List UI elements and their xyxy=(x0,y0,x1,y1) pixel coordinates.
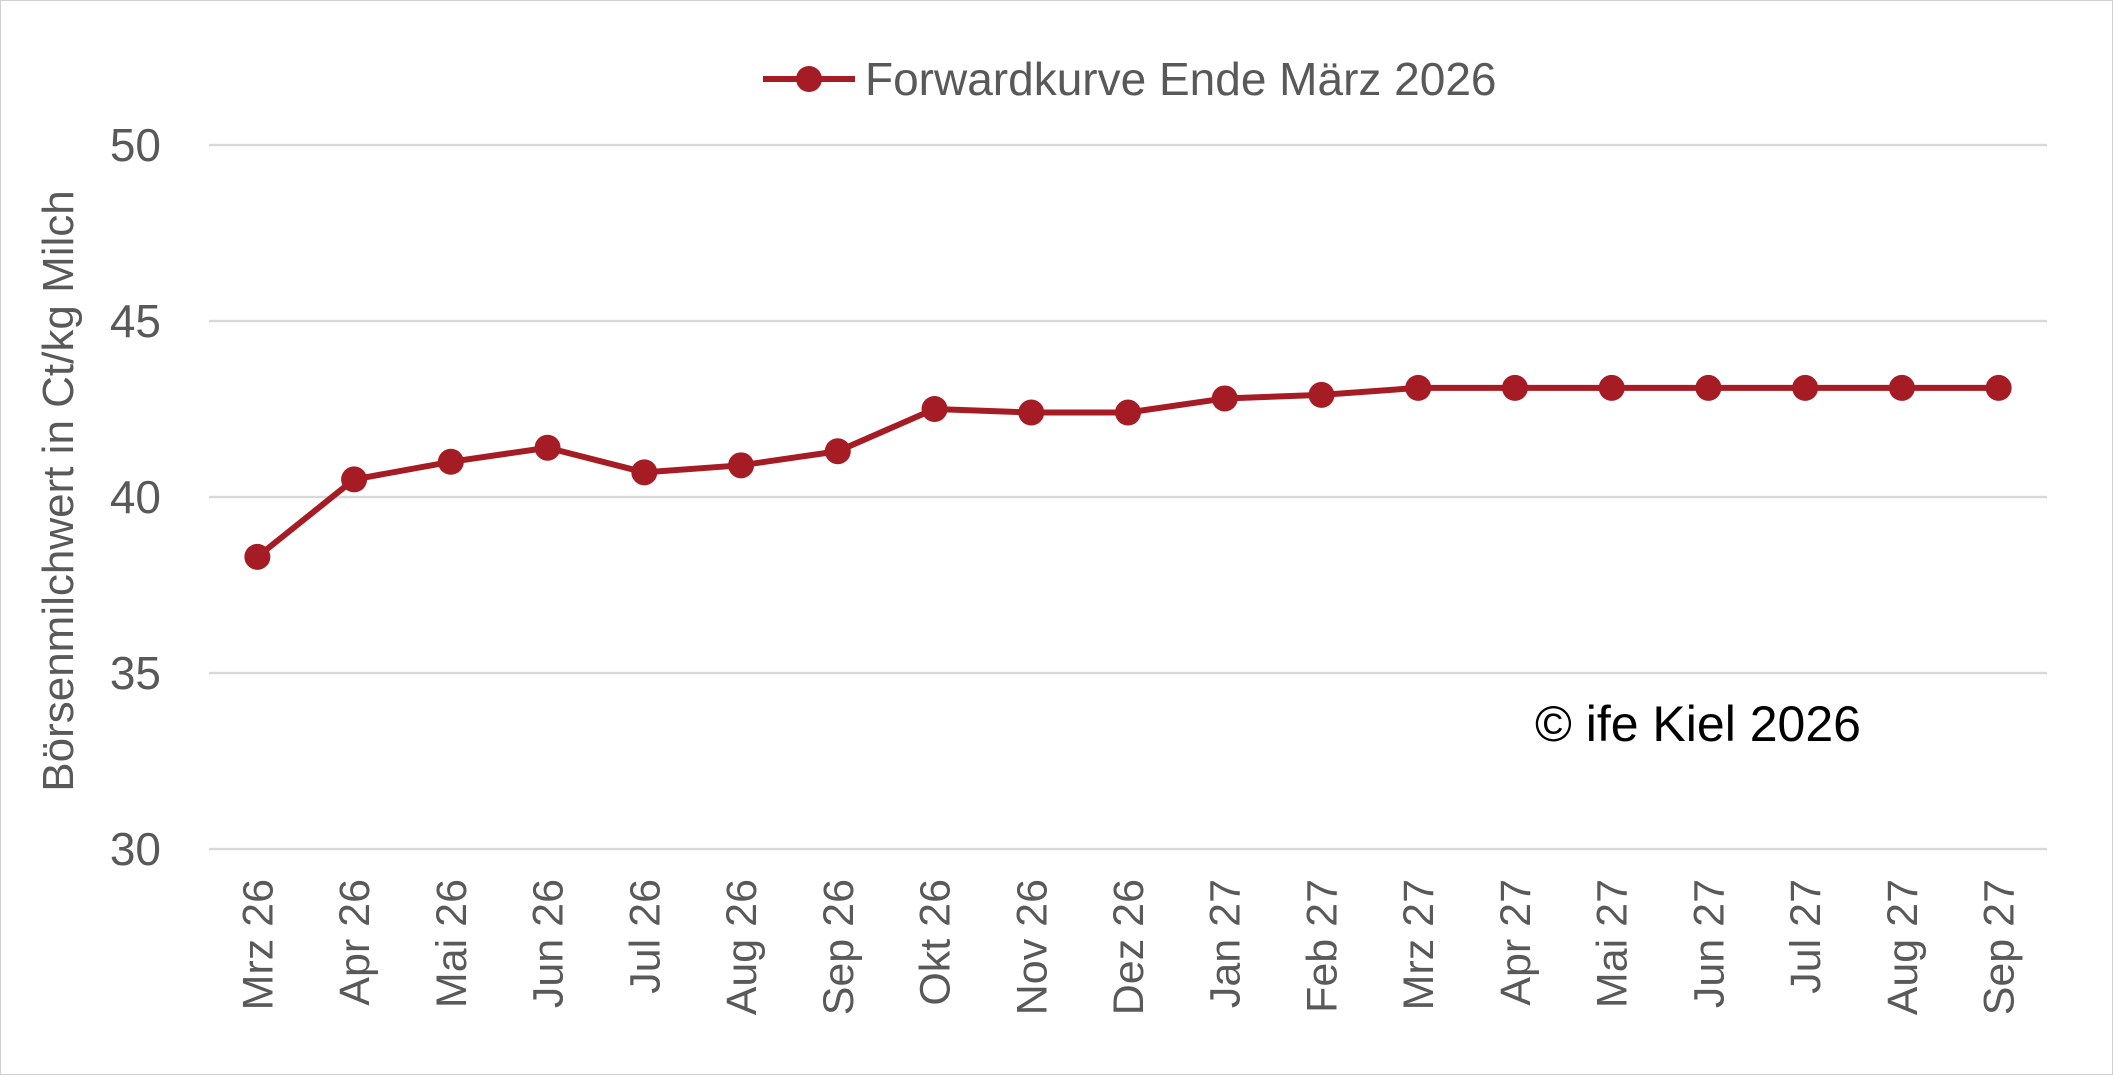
data-point xyxy=(1405,374,1432,401)
legend: Forwardkurve Ende März 2026 xyxy=(763,53,1497,105)
x-tick-label: Jan 27 xyxy=(1202,879,1250,1008)
legend-dot-marker xyxy=(796,66,822,92)
data-point xyxy=(1018,399,1045,426)
x-tick-label: Aug 27 xyxy=(1879,879,1927,1015)
data-point xyxy=(1211,385,1238,412)
y-axis-ticks: 30 35 40 45 50 xyxy=(110,119,161,875)
data-point xyxy=(1985,374,2012,401)
y-tick-label: 30 xyxy=(110,823,161,875)
y-axis-label: Börsenmilchwert in Ct/kg Milch xyxy=(34,190,83,792)
data-point xyxy=(244,543,271,570)
x-tick-label: Okt 26 xyxy=(912,879,960,1006)
x-tick-label: Apr 27 xyxy=(1492,879,1540,1006)
data-point xyxy=(921,396,948,422)
data-point xyxy=(534,434,561,461)
x-tick-label: Aug 26 xyxy=(718,879,766,1015)
x-tick-label: Feb 27 xyxy=(1298,879,1346,1013)
copyright-annotation: © ife Kiel 2026 xyxy=(1535,696,1861,752)
data-point xyxy=(728,452,755,479)
gridlines xyxy=(209,143,2047,851)
x-tick-label: Jun 27 xyxy=(1685,879,1733,1008)
x-tick-label: Nov 26 xyxy=(1008,879,1056,1015)
data-point xyxy=(1695,374,1722,401)
data-point xyxy=(824,438,851,465)
data-point xyxy=(1888,374,1915,401)
data-point xyxy=(341,466,368,493)
x-tick-label: Sep 27 xyxy=(1976,879,2024,1015)
data-point xyxy=(1598,374,1625,401)
data-point xyxy=(1792,374,1819,401)
x-tick-label: Jul 26 xyxy=(621,879,669,994)
y-tick-label: 45 xyxy=(110,295,161,347)
x-axis-ticks: Mrz 26 Apr 26 Mai 26 Jun 26 Jul 26 Aug 26 Sep … xyxy=(234,879,2023,1015)
y-tick-label: 35 xyxy=(110,647,161,699)
x-tick-label: Mai 26 xyxy=(428,879,476,1008)
y-tick-label: 40 xyxy=(110,471,161,523)
x-tick-label: Sep 26 xyxy=(815,879,863,1015)
x-tick-label: Apr 26 xyxy=(331,879,379,1006)
data-point xyxy=(1501,374,1528,401)
legend-label: Forwardkurve Ende März 2026 xyxy=(865,53,1497,105)
series-layer xyxy=(244,374,2012,570)
x-tick-label: Dez 26 xyxy=(1105,879,1153,1015)
data-point xyxy=(631,459,658,486)
x-tick-label: Mrz 27 xyxy=(1395,879,1443,1010)
data-point xyxy=(1308,381,1335,408)
x-tick-label: Mrz 26 xyxy=(234,879,282,1010)
data-point xyxy=(1115,399,1141,426)
x-tick-label: Jul 27 xyxy=(1782,879,1830,994)
data-point xyxy=(437,448,464,475)
y-tick-label: 50 xyxy=(110,119,161,171)
x-tick-label: Mai 27 xyxy=(1589,879,1637,1008)
x-tick-label: Jun 26 xyxy=(525,879,573,1008)
